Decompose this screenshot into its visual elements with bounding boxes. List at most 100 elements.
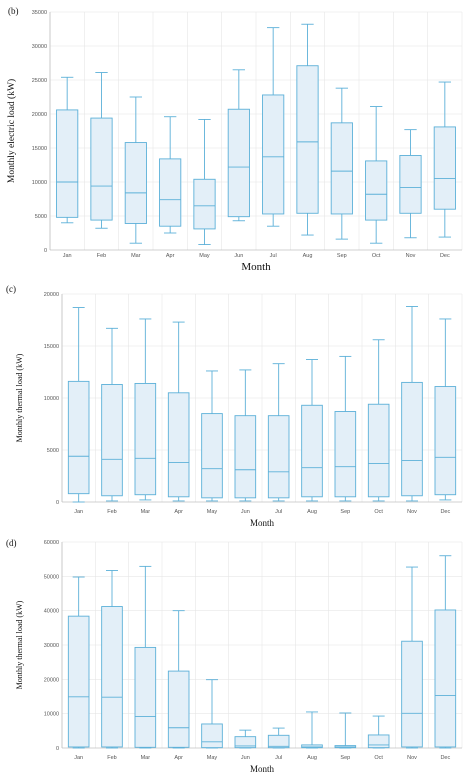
box-feb: [101, 570, 123, 749]
box-sep: [330, 87, 353, 240]
x-tick-label: Dec: [440, 509, 450, 515]
x-tick-label: Nov: [407, 755, 417, 761]
box-apr: [167, 610, 190, 749]
box-oct: [367, 339, 390, 502]
x-tick-label: May: [199, 253, 210, 259]
panel-d: (d) 0 10000 20000 30000 40000 50000 60000 Jan Feb…: [0, 532, 474, 776]
box-oct: [367, 715, 390, 749]
box-iqr: [267, 415, 290, 499]
y-tick-label: 25000: [32, 78, 47, 84]
box-mar: [124, 96, 147, 244]
box-aug: [301, 711, 323, 749]
x-tick-label: Nov: [407, 509, 417, 515]
box-iqr: [167, 670, 190, 748]
box-apr: [159, 116, 182, 234]
y-tick-label: 20000: [44, 677, 59, 683]
box-jun: [234, 729, 257, 749]
box-iqr: [134, 646, 157, 748]
y-tick-label: 10000: [44, 712, 59, 718]
box-sep: [334, 712, 357, 749]
x-tick-label: Dec: [440, 253, 450, 259]
box-iqr: [367, 734, 390, 749]
box-mar: [134, 565, 157, 749]
x-tick-label: Jun: [241, 509, 250, 515]
box-jun: [234, 369, 257, 502]
box-mar: [134, 318, 157, 501]
y-tick-label: 20000: [44, 292, 59, 298]
box-iqr: [227, 108, 250, 218]
box-iqr: [193, 178, 216, 230]
x-tick-label: Apr: [174, 509, 183, 515]
box-nov: [401, 306, 423, 502]
x-tick-label: Nov: [406, 253, 416, 259]
box-jun: [227, 69, 250, 222]
y-tick-label: 5000: [35, 214, 47, 220]
x-tick-label: Oct: [374, 755, 383, 761]
box-iqr: [399, 155, 422, 214]
x-tick-label: Mar: [141, 755, 151, 761]
panel-b: (b) 0 5000 10000 15000 20000 25000 30000 35000 Ja…: [0, 0, 474, 272]
y-axis-title: Monthly thermal load (kW): [15, 600, 24, 689]
y-tick-label: 30000: [32, 44, 47, 50]
box-iqr: [296, 65, 319, 214]
box-iqr: [134, 382, 157, 496]
x-tick-label: Jul: [275, 755, 282, 761]
x-tick-label: Jun: [241, 755, 250, 761]
box-nov: [401, 566, 423, 749]
box-iqr: [401, 381, 423, 497]
box-may: [201, 370, 223, 502]
x-tick-label: Sep: [340, 755, 350, 761]
box-jan: [56, 76, 79, 224]
box-nov: [399, 129, 422, 239]
x-tick-label: Jan: [74, 755, 83, 761]
box-dec: [434, 318, 457, 501]
box-iqr: [101, 606, 123, 748]
box-iqr: [67, 380, 90, 495]
panel-label: (d): [6, 538, 17, 548]
x-tick-label: Sep: [337, 253, 347, 259]
x-tick-label: Dec: [440, 755, 450, 761]
y-tick-label: 20000: [32, 112, 47, 118]
box-dec: [433, 81, 456, 238]
panel-label: (b): [8, 6, 19, 16]
y-tick-label: 5000: [47, 448, 59, 454]
box-iqr: [330, 122, 353, 215]
y-tick-label: 15000: [32, 146, 47, 152]
box-iqr: [365, 160, 388, 221]
box-iqr: [90, 117, 113, 221]
y-tick-label: 50000: [44, 574, 59, 580]
chart-b: (b) 0 5000 10000 15000 20000 25000 30000 35000 Ja…: [6, 6, 463, 272]
y-tick-label: 40000: [44, 609, 59, 615]
box-dec: [434, 555, 457, 749]
x-tick-label: Mar: [131, 253, 141, 259]
x-axis-title: Month: [250, 518, 275, 528]
panel-label: (c): [6, 284, 16, 294]
y-tick-label: 15000: [44, 344, 59, 350]
box-iqr: [334, 411, 357, 498]
x-tick-label: Jan: [74, 509, 83, 515]
box-iqr: [267, 734, 290, 749]
box-iqr: [167, 392, 190, 498]
box-iqr: [124, 142, 147, 224]
panel-c: (c) 0 5000 10000 15000 20000 Jan Feb Mar Apr May Ju…: [0, 280, 474, 530]
box-jul: [262, 27, 285, 227]
x-tick-label: Aug: [307, 509, 317, 515]
x-tick-label: Oct: [372, 253, 381, 259]
box-iqr: [56, 109, 79, 218]
x-tick-label: Jul: [275, 509, 282, 515]
box-aug: [301, 359, 323, 502]
box-apr: [167, 321, 190, 502]
x-tick-label: Aug: [303, 253, 313, 259]
box-iqr: [434, 609, 457, 748]
box-iqr: [367, 403, 390, 498]
x-tick-label: Sep: [340, 509, 350, 515]
y-axis-title: Monthly thermal load (kW): [15, 353, 24, 442]
box-iqr: [434, 386, 457, 496]
x-tick-label: Aug: [307, 755, 317, 761]
x-tick-label: Jun: [234, 253, 243, 259]
y-tick-label: 0: [56, 500, 59, 506]
x-tick-label: Jan: [63, 253, 72, 259]
box-iqr: [201, 723, 223, 749]
box-sep: [334, 355, 357, 502]
box-iqr: [201, 413, 223, 499]
